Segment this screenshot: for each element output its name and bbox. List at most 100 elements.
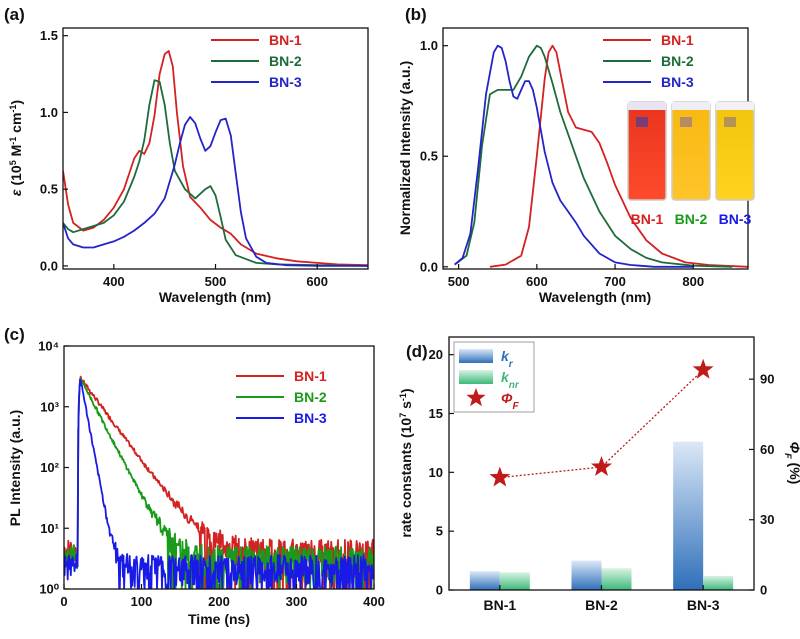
legend-label-bn-3: BN-3 <box>294 410 327 426</box>
vial-bn-3-label <box>724 117 736 127</box>
legend-label-bn-1: BN-1 <box>661 32 694 48</box>
legend-label-sub: r <box>509 359 514 370</box>
y-tick-label-15: 15 <box>429 406 443 421</box>
legend-label-knr: knr <box>501 369 520 391</box>
series-line-bn-2 <box>63 79 368 267</box>
panel-a-ticks: 400 500 600 0.0 0.5 1.0 1.5 <box>40 28 328 289</box>
vials-inset: BN-1 BN-2 BN-3 <box>627 101 755 227</box>
panel-d-ticks: BN-1 BN-2 BN-3 0 5 10 15 20 0 30 60 90 <box>429 347 775 613</box>
panel-a-marks <box>63 50 368 267</box>
x-tick-label-300: 300 <box>286 594 308 609</box>
x-tick-label-bn-2: BN-2 <box>585 597 618 613</box>
panel-d-marks <box>469 358 734 590</box>
panel-b-ylabel: Normalized Intensity (a.u.) <box>397 61 413 235</box>
y-tick-label-0-5: 0.5 <box>40 182 58 197</box>
legend-label-main: k <box>501 369 510 385</box>
vial-bn-3-cap <box>716 102 754 110</box>
x-tick-label-400: 400 <box>363 594 385 609</box>
legend-swatch-kr <box>459 349 493 363</box>
panel-b: (b) 500 600 700 800 0.0 0.5 1.0 Wavelength (nm… <box>397 5 755 305</box>
x-tick-label-700: 700 <box>604 274 626 289</box>
x-tick-label-600: 600 <box>306 274 328 289</box>
panel-c-marks <box>64 375 374 589</box>
vial-bn-2-cap <box>672 102 710 110</box>
y2-tick-label-90: 90 <box>760 372 774 387</box>
y-tick-label-1: 1.0 <box>40 105 58 120</box>
panel-c-ylabel: PL Intensity (a.u.) <box>7 410 23 526</box>
legend-label-kr: kr <box>501 348 514 370</box>
x-tick-label-400: 400 <box>103 274 125 289</box>
y-tick-label-1: 1.0 <box>420 38 438 53</box>
x-tick-label-500: 500 <box>205 274 227 289</box>
panel-c-xlabel: Time (ns) <box>188 611 250 627</box>
legend-label-bn-3: BN-3 <box>661 74 694 90</box>
series-line-bn-1 <box>63 50 368 267</box>
legend-label-sub: F <box>513 401 520 412</box>
panel-a-ylabel: ε (105 M-1 cm-1) <box>8 100 24 196</box>
series-line-bn-1 <box>489 44 748 268</box>
y-tick-label-5: 5 <box>436 524 443 539</box>
panel-a-label: (a) <box>4 5 25 24</box>
panel-a-legend: BN-1 BN-2 BN-3 <box>211 32 302 90</box>
y-tick-label-20: 20 <box>429 347 443 362</box>
y-tick-label-1-5: 1.5 <box>40 28 58 43</box>
legend-label-main: k <box>501 348 510 364</box>
panel-c-legend: BN-1 BN-2 BN-3 <box>236 368 327 426</box>
x-tick-label-600: 600 <box>526 274 548 289</box>
panel-b-ticks: 500 600 700 800 0.0 0.5 1.0 <box>420 38 704 289</box>
legend-label-bn-1: BN-1 <box>269 32 302 48</box>
legend-label-bn-2: BN-2 <box>661 53 694 69</box>
bar-kr-bn-3 <box>673 441 704 590</box>
vial-label-bn-1: BN-1 <box>631 211 664 227</box>
panel-b-label: (b) <box>405 5 427 24</box>
legend-label-bn-2: BN-2 <box>294 389 327 405</box>
y-tick-label-10: 10¹ <box>40 521 59 536</box>
series-line-bn-2 <box>454 44 733 268</box>
y2-tick-label-60: 60 <box>760 442 774 457</box>
x-tick-label-0: 0 <box>60 594 67 609</box>
legend-label-f: ΦF <box>501 390 520 412</box>
y2-tick-label-30: 30 <box>760 512 774 527</box>
vial-bn-3 <box>715 101 755 201</box>
x-tick-label-bn-1: BN-1 <box>483 597 516 613</box>
vial-bn-2 <box>671 101 711 201</box>
vial-bn-2-label <box>680 117 692 127</box>
panel-c: (c) 0 100 200 300 400 10⁰ 10¹ 10² 10³ 10⁴ Time (n… <box>4 325 385 627</box>
y2-tick-label-0: 0 <box>760 583 767 598</box>
panel-d-ylabel: rate constants (107 s-1) <box>398 388 414 537</box>
legend-label-bn-1: BN-1 <box>294 368 327 384</box>
x-tick-label-bn-3: BN-3 <box>687 597 720 613</box>
panel-a-xlabel: Wavelength (nm) <box>159 289 271 305</box>
y-tick-label-1000: 10³ <box>40 399 59 414</box>
vial-bn-1-label <box>636 117 648 127</box>
series-line-phi <box>499 369 704 479</box>
panel-d-label: (d) <box>406 342 428 361</box>
y-tick-label-10: 10 <box>429 465 443 480</box>
panel-a-frame <box>62 27 369 270</box>
y-tick-label-0: 0.0 <box>420 259 438 274</box>
phi-star-bn-3 <box>692 358 714 379</box>
legend-swatch-knr <box>459 370 493 384</box>
panel-b-marks <box>454 44 748 268</box>
panel-d-y2label: ΦF (%) <box>783 442 800 485</box>
bar-knr-bn-3 <box>703 575 734 590</box>
bar-kr-bn-1 <box>469 571 500 590</box>
y-tick-label-0: 0.0 <box>40 258 58 273</box>
bar-kr-bn-2 <box>571 560 602 590</box>
vial-label-bn-2: BN-2 <box>675 211 708 227</box>
x-tick-label-800: 800 <box>682 274 704 289</box>
legend-label-bn-2: BN-2 <box>269 53 302 69</box>
legend-label-sub: nr <box>509 380 520 391</box>
x-tick-label-100: 100 <box>131 594 153 609</box>
vial-bn-1 <box>627 101 667 201</box>
y-tick-label-1: 10⁰ <box>39 582 59 597</box>
legend-label-bn-3: BN-3 <box>269 74 302 90</box>
y-tick-label-100: 10² <box>40 460 59 475</box>
y-tick-label-0: 0 <box>436 583 443 598</box>
y-tick-label-10000: 10⁴ <box>38 339 59 354</box>
panel-b-xlabel: Wavelength (nm) <box>539 289 651 305</box>
panel-c-label: (c) <box>4 325 25 344</box>
vial-bn-1-cap <box>628 102 666 110</box>
